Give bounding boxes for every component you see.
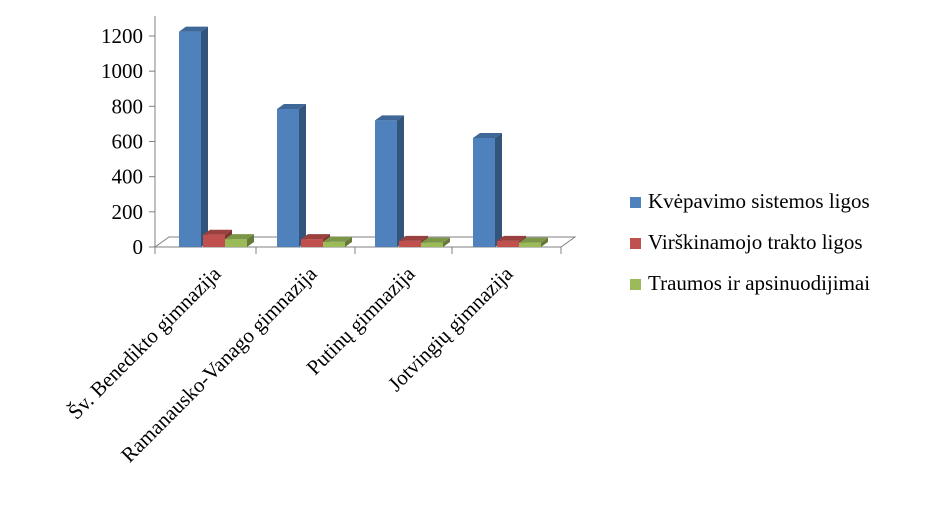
bar [323, 236, 352, 247]
bar-front [277, 108, 299, 248]
bar-side [299, 103, 306, 248]
bar-side [247, 234, 254, 247]
bar-side [397, 115, 404, 248]
bar-top [301, 234, 330, 240]
bar-top [179, 26, 208, 32]
y-tick-label: 600 [112, 130, 144, 154]
y-tick-label: 400 [112, 165, 144, 189]
bar [473, 132, 502, 247]
bar-side [541, 237, 548, 247]
bar-top [421, 237, 450, 243]
bar-front [473, 137, 495, 247]
bar-front [301, 239, 323, 247]
bars-group [179, 26, 548, 248]
bar-top [399, 235, 428, 241]
bar-top [323, 236, 352, 242]
x-category-label: Šv. Benedikto gimnazija [63, 261, 226, 424]
bar-side [495, 132, 502, 247]
legend-swatch [630, 238, 641, 249]
y-tick-label: 1200 [101, 24, 143, 48]
bar [519, 237, 548, 247]
bar-front [375, 120, 397, 247]
bar-front [323, 241, 345, 247]
y-tick-label: 800 [112, 94, 144, 118]
bar-front [519, 242, 541, 247]
bar [375, 115, 404, 248]
bar-top [497, 235, 526, 241]
bar-front [421, 242, 443, 247]
bar-side [443, 237, 450, 247]
bar-front [179, 31, 201, 247]
y-tick-label: 0 [133, 235, 144, 259]
legend-label: Kvėpavimo sistemos ligos [648, 189, 870, 213]
legend-swatch [630, 197, 641, 208]
bar [421, 237, 450, 247]
legend-label: Traumos ir apsinuodijimai [648, 271, 870, 295]
x-category-label: Ramanausko-Vanago gimnazija [116, 261, 322, 467]
axes-group: 0 200 400 600 800 1000 1200 [101, 16, 562, 259]
bar-front [399, 240, 421, 247]
bar-top [375, 115, 404, 121]
bar-front [225, 239, 247, 247]
bar [225, 234, 254, 247]
bar-side [345, 236, 352, 247]
bar-top [473, 132, 502, 138]
bar [203, 229, 232, 247]
bar-top [203, 229, 232, 235]
y-tick-label: 1000 [101, 59, 143, 83]
bar-top [519, 237, 548, 243]
bar-front [203, 234, 225, 247]
legend-label: Virškinamojo trakto ligos [648, 230, 863, 254]
legend: Kvėpavimo sistemos ligos Virškinamojo tra… [630, 189, 870, 295]
legend-swatch [630, 279, 641, 290]
y-tick-label: 200 [112, 200, 144, 224]
bar [277, 103, 306, 248]
labels-group: Šv. Benedikto gimnazijaRamanausko-Vanago… [63, 261, 518, 467]
bar-top [277, 103, 306, 109]
bar-front [497, 240, 519, 247]
bar-side [201, 26, 208, 247]
bar-top [225, 234, 254, 240]
bar [179, 26, 208, 247]
